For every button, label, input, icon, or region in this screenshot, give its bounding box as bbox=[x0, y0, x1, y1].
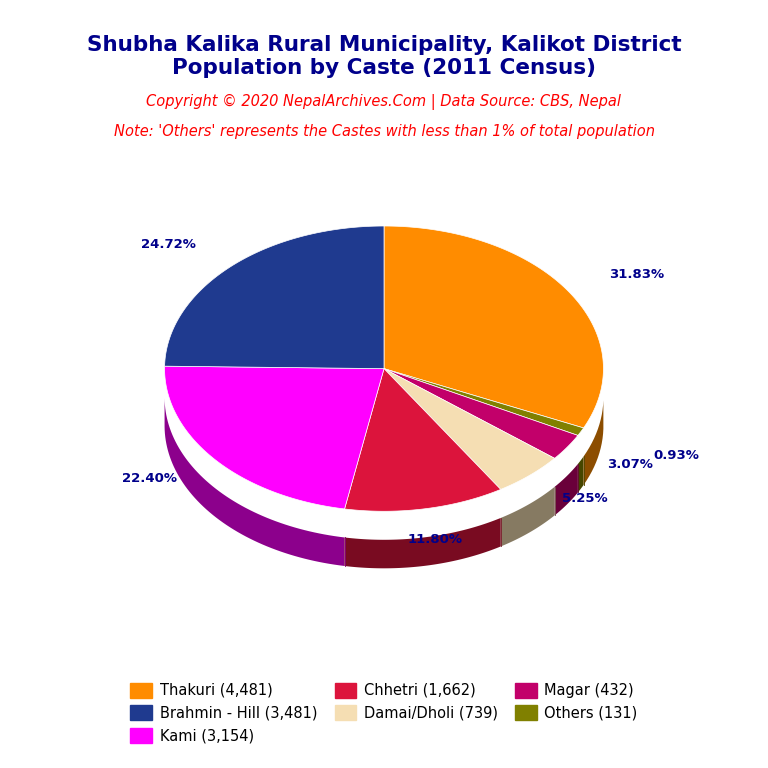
Polygon shape bbox=[345, 518, 501, 568]
Polygon shape bbox=[384, 369, 584, 435]
Polygon shape bbox=[345, 369, 501, 511]
Polygon shape bbox=[164, 398, 345, 566]
Text: 0.93%: 0.93% bbox=[654, 449, 700, 462]
Text: 24.72%: 24.72% bbox=[141, 238, 197, 251]
Text: 31.83%: 31.83% bbox=[609, 268, 664, 281]
Text: Copyright © 2020 NepalArchives.Com | Data Source: CBS, Nepal: Copyright © 2020 NepalArchives.Com | Dat… bbox=[147, 94, 621, 110]
Text: 22.40%: 22.40% bbox=[122, 472, 177, 485]
Legend: Thakuri (4,481), Brahmin - Hill (3,481), Kami (3,154), Chhetri (1,662), Damai/Dh: Thakuri (4,481), Brahmin - Hill (3,481),… bbox=[124, 677, 644, 750]
Polygon shape bbox=[501, 487, 554, 547]
Text: Shubha Kalika Rural Municipality, Kalikot District
Population by Caste (2011 Cen: Shubha Kalika Rural Municipality, Kaliko… bbox=[87, 35, 681, 78]
Polygon shape bbox=[384, 369, 578, 458]
Text: Note: 'Others' represents the Castes with less than 1% of total population: Note: 'Others' represents the Castes wit… bbox=[114, 124, 654, 140]
Polygon shape bbox=[554, 464, 578, 515]
Text: 3.07%: 3.07% bbox=[607, 458, 654, 471]
Polygon shape bbox=[384, 226, 604, 428]
Polygon shape bbox=[584, 400, 604, 485]
Text: 5.25%: 5.25% bbox=[561, 492, 607, 505]
Polygon shape bbox=[164, 226, 384, 369]
Polygon shape bbox=[578, 456, 584, 492]
Text: 11.80%: 11.80% bbox=[407, 533, 462, 546]
Polygon shape bbox=[384, 369, 554, 489]
Polygon shape bbox=[164, 366, 384, 509]
